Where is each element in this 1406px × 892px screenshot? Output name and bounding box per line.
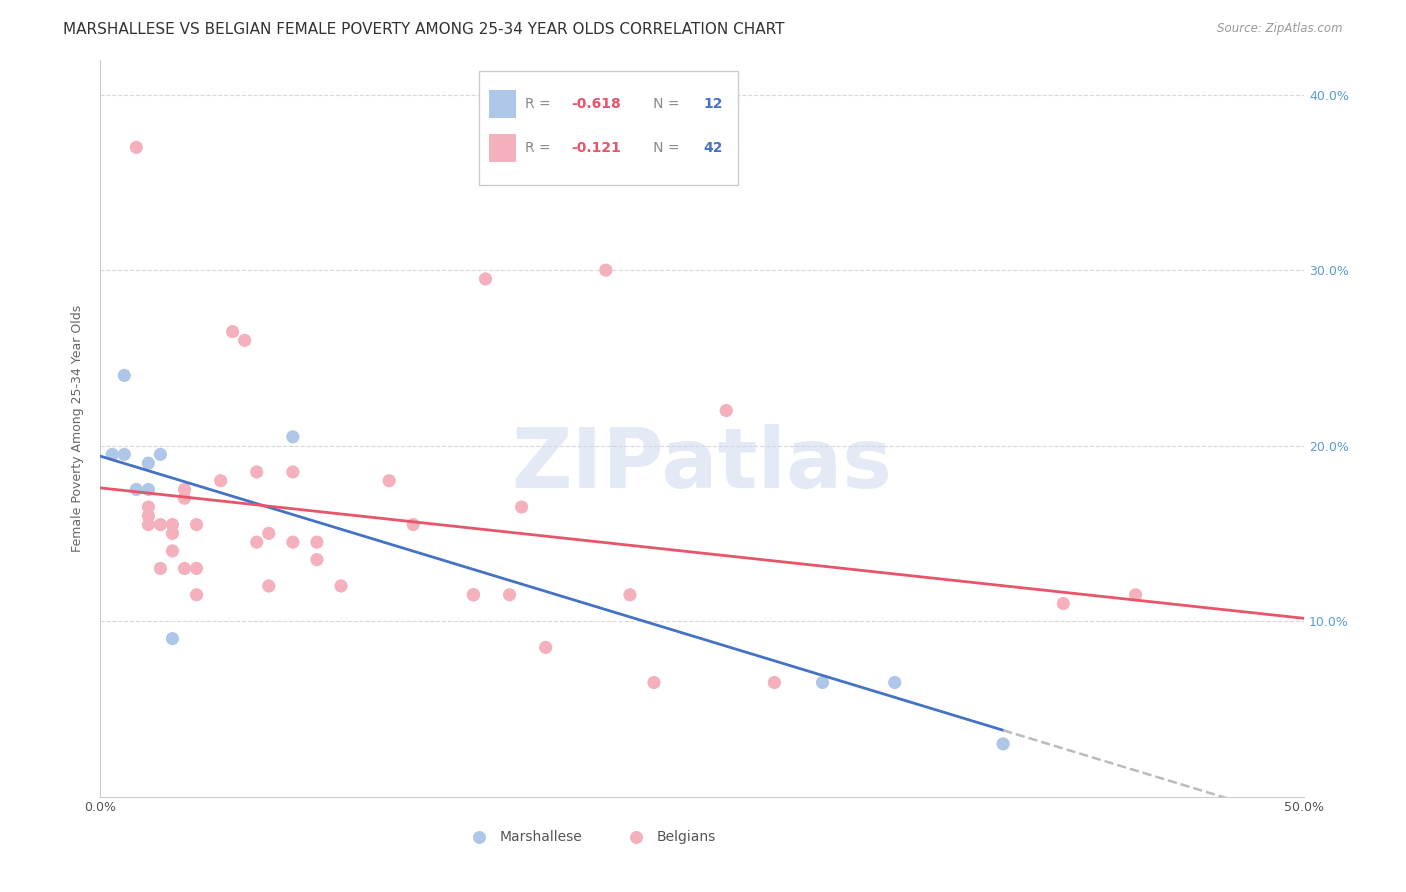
Point <box>186 588 208 602</box>
Point <box>848 886 870 892</box>
Point <box>173 491 195 506</box>
Text: R =: R = <box>526 141 555 155</box>
Point <box>716 403 738 417</box>
FancyBboxPatch shape <box>489 90 516 118</box>
Point <box>281 430 304 444</box>
Text: -0.618: -0.618 <box>571 97 620 111</box>
Point <box>149 447 172 461</box>
Point <box>811 675 834 690</box>
Point <box>186 561 208 575</box>
Point <box>125 483 148 497</box>
Point <box>186 517 208 532</box>
Point <box>498 588 520 602</box>
Point <box>246 465 269 479</box>
Point <box>209 474 232 488</box>
Point <box>138 456 160 470</box>
FancyBboxPatch shape <box>479 70 738 185</box>
Text: Source: ZipAtlas.com: Source: ZipAtlas.com <box>1218 22 1343 36</box>
Point <box>162 526 184 541</box>
Point <box>991 737 1014 751</box>
Text: ZIPatlas: ZIPatlas <box>512 425 893 506</box>
Point <box>162 517 184 532</box>
Point <box>138 508 160 523</box>
Point <box>162 632 184 646</box>
Point <box>112 368 135 383</box>
Point <box>149 517 172 532</box>
Point <box>112 447 135 461</box>
Point <box>1125 588 1147 602</box>
Text: 42: 42 <box>703 141 723 155</box>
Point <box>534 640 557 655</box>
Text: Marshallese: Marshallese <box>501 830 582 844</box>
Point <box>257 526 280 541</box>
Point <box>138 483 160 497</box>
Point <box>125 140 148 154</box>
Point <box>246 535 269 549</box>
Point <box>173 561 195 575</box>
Point <box>221 325 243 339</box>
Point <box>162 544 184 558</box>
Point <box>463 588 485 602</box>
Point <box>281 465 304 479</box>
Text: MARSHALLESE VS BELGIAN FEMALE POVERTY AMONG 25-34 YEAR OLDS CORRELATION CHART: MARSHALLESE VS BELGIAN FEMALE POVERTY AM… <box>63 22 785 37</box>
Point <box>173 483 195 497</box>
Text: 12: 12 <box>703 97 723 111</box>
Text: N =: N = <box>640 141 683 155</box>
Point <box>138 500 160 514</box>
Point <box>138 517 160 532</box>
Point <box>149 561 172 575</box>
Point <box>595 263 617 277</box>
Text: N =: N = <box>640 97 683 111</box>
Point <box>257 579 280 593</box>
Y-axis label: Female Poverty Among 25-34 Year Olds: Female Poverty Among 25-34 Year Olds <box>72 304 84 551</box>
Point <box>233 334 256 348</box>
Point <box>378 474 401 488</box>
Point <box>305 552 328 566</box>
Point <box>463 588 485 602</box>
Point <box>101 447 124 461</box>
Text: Belgians: Belgians <box>657 830 716 844</box>
Point <box>305 535 328 549</box>
Point <box>1160 886 1182 892</box>
Point <box>474 272 496 286</box>
Point <box>763 675 786 690</box>
FancyBboxPatch shape <box>489 134 516 162</box>
Text: R =: R = <box>526 97 555 111</box>
Point <box>510 500 533 514</box>
Text: -0.121: -0.121 <box>571 141 621 155</box>
Point <box>402 517 425 532</box>
Point <box>619 588 641 602</box>
Point <box>883 675 905 690</box>
Point <box>643 675 665 690</box>
Point <box>281 535 304 549</box>
Point <box>1052 597 1074 611</box>
Point <box>330 579 353 593</box>
